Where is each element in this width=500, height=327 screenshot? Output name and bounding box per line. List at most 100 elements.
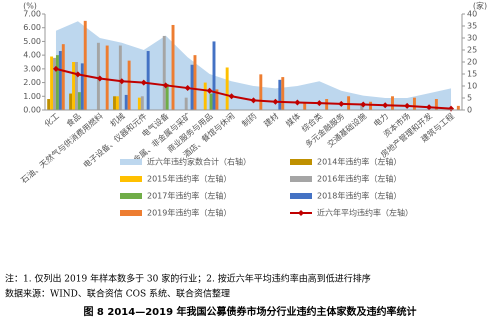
area xyxy=(55,21,452,111)
legend-swatch xyxy=(290,159,312,165)
bar xyxy=(259,74,263,110)
line-marker xyxy=(52,65,59,72)
line-marker xyxy=(96,75,103,82)
line-marker xyxy=(272,98,279,105)
caption: 图 8 2014—2019 年我国公募债券市场分行业违约主体家数及违约率统计 xyxy=(83,305,416,318)
legend-label: 2019年违约率（左轴） xyxy=(147,208,231,218)
area-layer xyxy=(55,21,452,111)
bar xyxy=(53,57,56,110)
bar xyxy=(50,56,54,110)
bar-layer xyxy=(47,20,460,110)
legend-swatch xyxy=(120,193,142,199)
y2-tick-label: 5 xyxy=(467,94,472,103)
legend-label: 2018年违约率（左轴） xyxy=(317,191,401,201)
bar xyxy=(127,60,131,110)
y-tick-label: 6.00 xyxy=(23,23,41,32)
y-tick-label: 7.00 xyxy=(23,10,41,19)
line-marker xyxy=(404,102,411,109)
bar xyxy=(412,97,416,110)
y-tick-label: 0.00 xyxy=(23,106,41,115)
bar xyxy=(124,94,128,110)
y2-tick-label: 40 xyxy=(467,10,477,19)
x-tick-label: 制药 xyxy=(240,111,259,129)
line-marker xyxy=(382,102,389,109)
bar xyxy=(360,103,364,110)
y2-tick-label: 10 xyxy=(467,82,477,91)
bar xyxy=(146,51,150,110)
line-marker xyxy=(206,87,213,94)
bar xyxy=(209,93,213,110)
bar xyxy=(203,82,207,110)
bar xyxy=(369,101,373,110)
bar xyxy=(281,77,285,110)
y2-tick-label: 0 xyxy=(467,106,472,115)
bar xyxy=(325,99,329,110)
bar xyxy=(193,55,197,110)
x-tick-label: 媒体 xyxy=(284,111,303,129)
bar xyxy=(215,89,219,110)
bar xyxy=(113,96,116,110)
y-tick-label: 5.00 xyxy=(23,37,41,46)
y-tick-label: 3.00 xyxy=(23,64,41,73)
bar xyxy=(72,62,75,110)
y-tick-label: 1.00 xyxy=(23,92,41,101)
legend-swatch xyxy=(120,210,142,216)
line-marker xyxy=(184,85,191,92)
bar xyxy=(74,62,78,110)
line-marker xyxy=(228,93,235,100)
bar xyxy=(434,99,438,110)
bar xyxy=(77,92,81,110)
bar xyxy=(171,24,175,110)
bar xyxy=(184,97,188,110)
x-tick-label: 石油、天然气与供消费用燃料 xyxy=(19,111,105,186)
legend-label: 2014年违约率（左轴） xyxy=(317,157,401,167)
bar xyxy=(96,42,100,110)
line-marker xyxy=(250,97,257,104)
bar xyxy=(225,67,229,110)
line-marker xyxy=(316,100,323,107)
legend-swatch xyxy=(120,159,142,165)
x-tick-label: 机械 xyxy=(108,111,127,129)
legend-label: 近六年平均违约率（左轴） xyxy=(317,208,413,218)
bar xyxy=(80,63,84,110)
bar xyxy=(278,79,282,110)
bar xyxy=(58,51,62,110)
bar xyxy=(162,35,166,110)
legend-swatch xyxy=(290,193,312,199)
legend-label: 2015年违约率（左轴） xyxy=(147,174,231,184)
y-axis-label: (%) xyxy=(23,2,37,11)
x-tick-label: 化工 xyxy=(42,111,61,129)
y2-tick-label: 20 xyxy=(467,58,477,67)
line-marker xyxy=(140,79,147,86)
bar xyxy=(115,96,119,110)
bar xyxy=(105,45,109,110)
line-layer xyxy=(52,65,455,112)
line-marker xyxy=(426,104,433,111)
line-marker xyxy=(74,71,81,78)
line-marker xyxy=(162,82,169,89)
note: 注：1. 仅列出 2019 年样本数多于 30 家的行业；2. 按近六年平均违约… xyxy=(5,273,371,285)
note: 数据来源：WIND、联合资信 COS 系统、联合资信整理 xyxy=(5,288,230,300)
x-tick-label: 电力 xyxy=(371,111,390,129)
bar xyxy=(55,55,59,110)
bar xyxy=(165,83,169,110)
bar xyxy=(61,44,65,110)
y2-axis-label: (家) xyxy=(473,1,487,11)
legend-label: 近六年违约家数合计（右轴） xyxy=(147,157,251,167)
x-tick-label: 食品 xyxy=(64,111,83,129)
x-tick-label: 建材 xyxy=(262,111,281,129)
bar xyxy=(83,20,87,110)
line-marker xyxy=(118,78,125,85)
legend-label: 2017年违约率（左轴） xyxy=(147,191,231,201)
line-marker xyxy=(338,100,345,107)
legend-label: 2016年违约率（左轴） xyxy=(317,174,401,184)
bar xyxy=(47,99,51,110)
bar xyxy=(391,96,394,110)
legend-swatch xyxy=(298,210,304,216)
bar xyxy=(69,93,73,110)
line-marker xyxy=(294,99,301,106)
y-tick-label: 4.00 xyxy=(23,51,41,60)
bar xyxy=(140,96,144,110)
legend-swatch xyxy=(120,176,142,182)
